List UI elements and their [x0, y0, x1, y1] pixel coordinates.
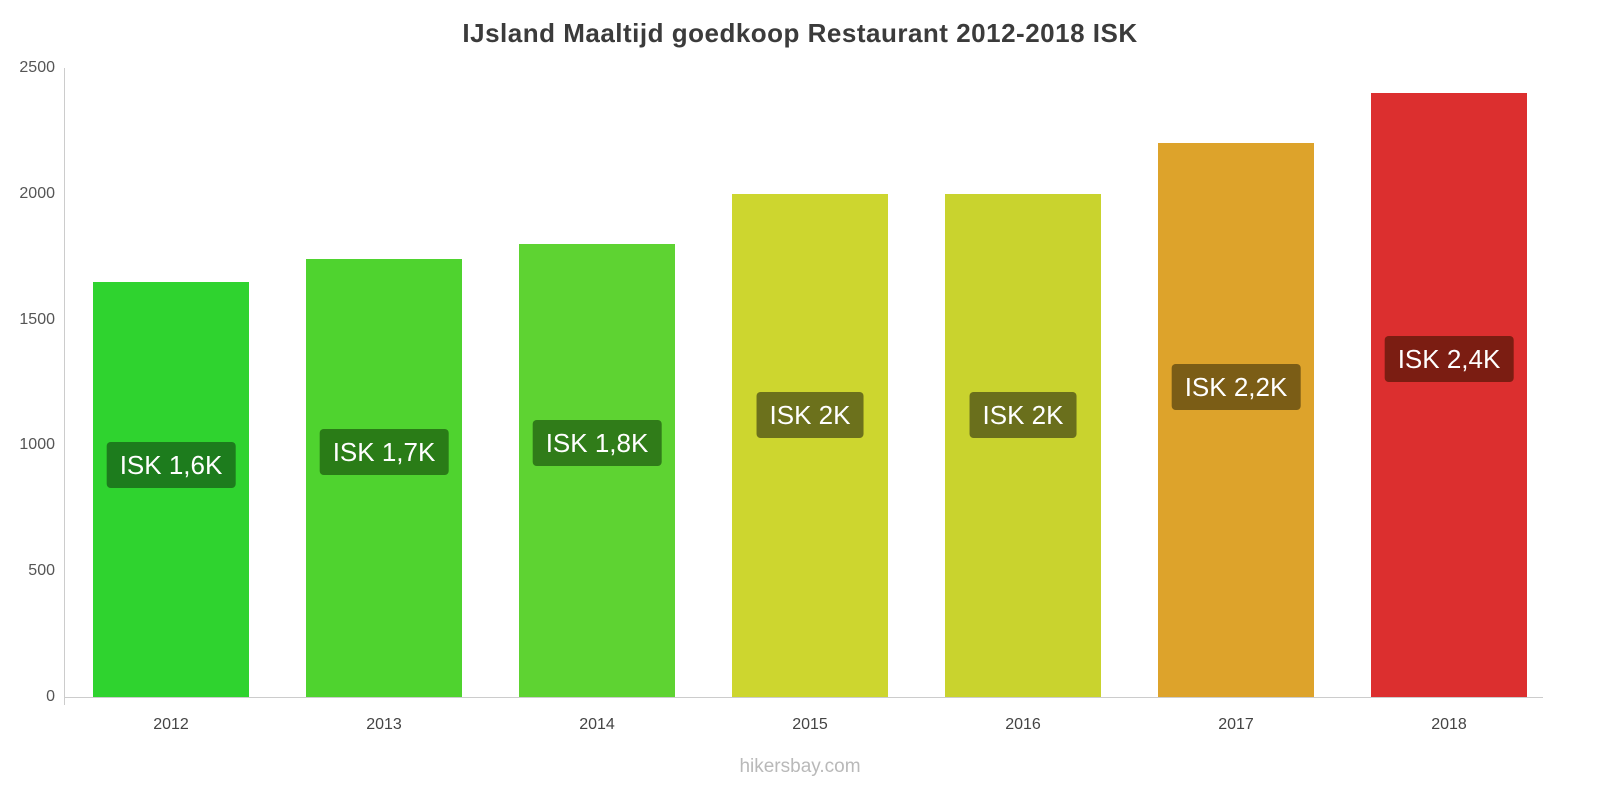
bar-value-label-2014: ISK 1,8K	[532, 420, 662, 467]
bar-2013[interactable]: ISK 1,7K	[306, 259, 462, 697]
bar-2016[interactable]: ISK 2K	[945, 194, 1101, 697]
bar-2017[interactable]: ISK 2,2K	[1158, 143, 1314, 697]
bar-value-label-2013: ISK 1,7K	[319, 428, 449, 475]
bar-value-label-2015: ISK 2K	[756, 392, 864, 439]
y-axis-line	[64, 68, 65, 705]
chart-title: IJsland Maaltijd goedkoop Restaurant 201…	[462, 18, 1138, 48]
bar-2014[interactable]: ISK 1,8K	[519, 244, 675, 697]
x-tick-label-2013: 2013	[366, 716, 402, 733]
y-tick-label-500: 500	[28, 562, 55, 579]
watermark-text: hikersbay.com	[739, 756, 861, 777]
x-tick-label-2015: 2015	[792, 716, 828, 733]
y-tick-label-1500: 1500	[19, 311, 55, 328]
bar-value-label-2018: ISK 2,4K	[1384, 335, 1514, 382]
x-tick-label-2018: 2018	[1431, 716, 1467, 733]
y-tick-label-1000: 1000	[19, 436, 55, 453]
bar-2015[interactable]: ISK 2K	[732, 194, 888, 697]
y-tick-label-2500: 2500	[19, 59, 55, 76]
x-tick-label-2016: 2016	[1005, 716, 1041, 733]
y-tick-label-0: 0	[46, 688, 55, 705]
bar-value-label-2012: ISK 1,6K	[106, 441, 236, 488]
bar-2018[interactable]: ISK 2,4K	[1371, 93, 1527, 697]
plot-area: ISK 1,6K ISK 1,7K ISK 1,8K ISK 2K ISK 2K ISK …	[65, 68, 1555, 697]
x-tick-label-2017: 2017	[1218, 716, 1254, 733]
bar-2012[interactable]: ISK 1,6K	[93, 282, 249, 697]
x-tick-label-2014: 2014	[579, 716, 615, 733]
x-axis-line	[65, 697, 1543, 698]
x-tick-label-2012: 2012	[153, 716, 189, 733]
y-tick-label-2000: 2000	[19, 185, 55, 202]
bar-value-label-2017: ISK 2,2K	[1171, 363, 1301, 410]
bar-value-label-2016: ISK 2K	[969, 392, 1077, 439]
